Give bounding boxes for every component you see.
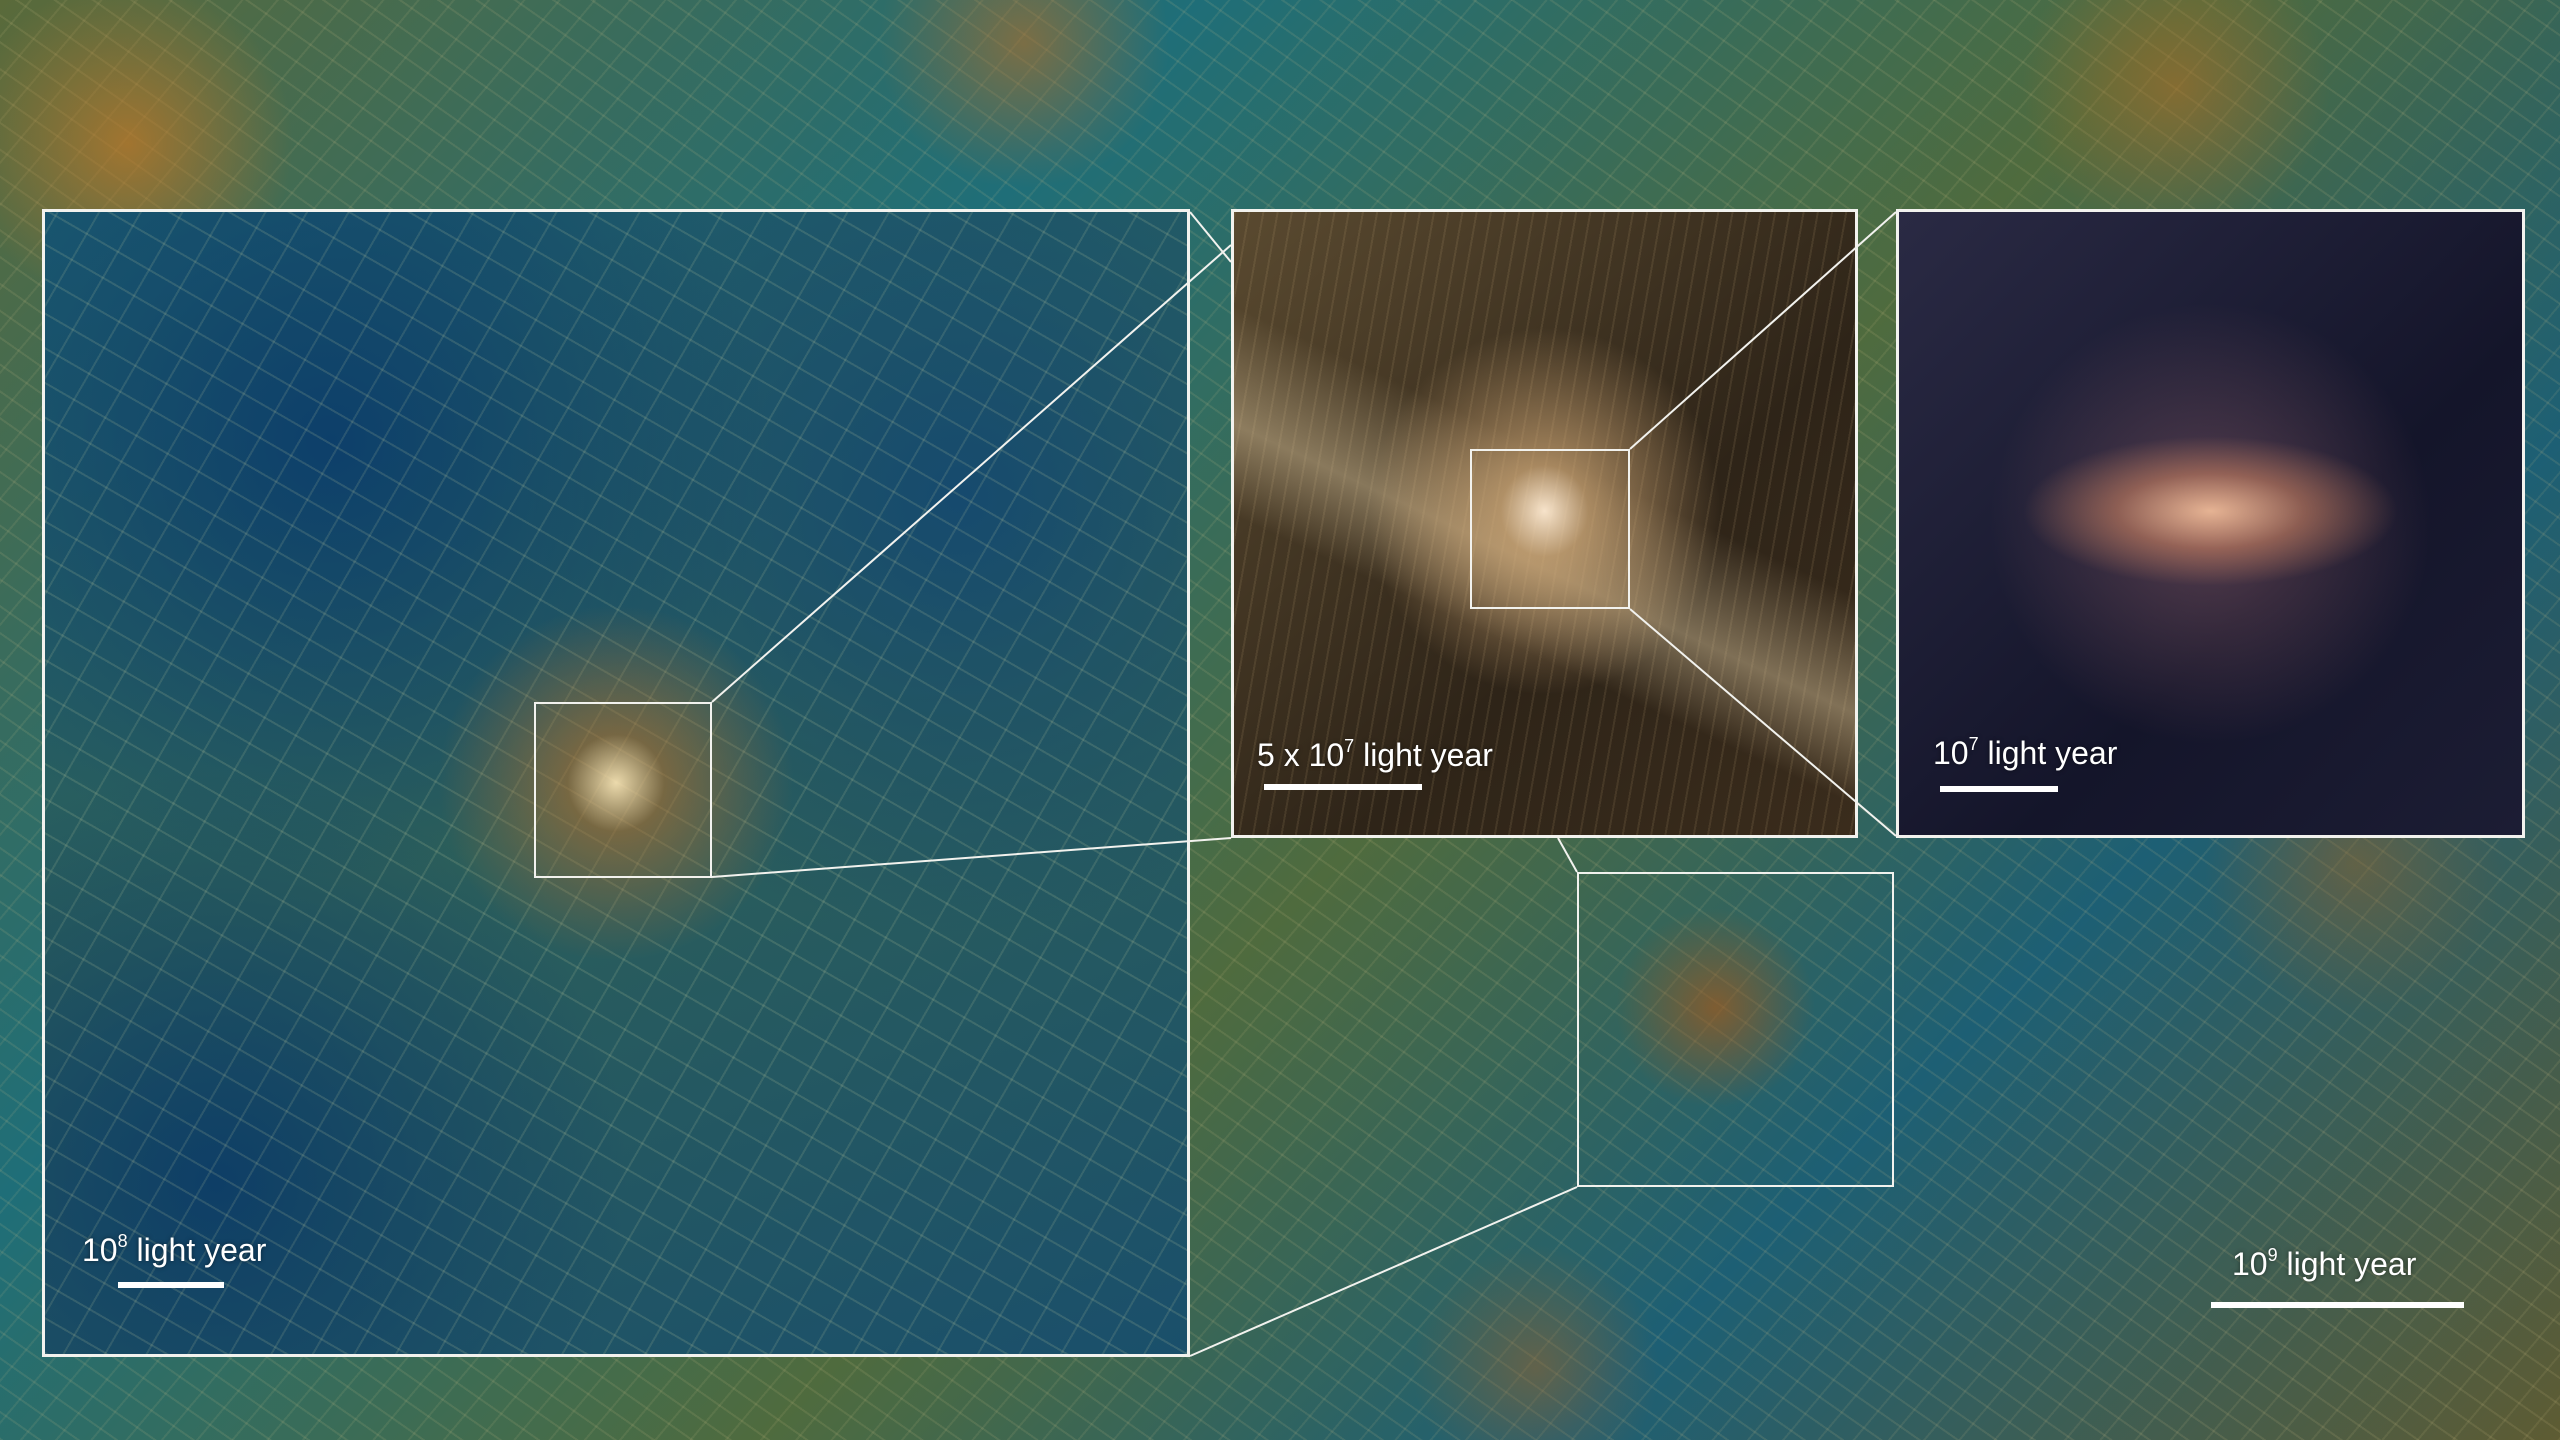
scale-bar [1940,786,2058,792]
zoom-panel-galaxy-cluster [1896,209,2525,838]
scale-bar [1264,784,1422,790]
scale-bar [2211,1302,2464,1308]
connector-line [1629,608,1897,837]
scale-label-panel-3: 107 light year [1933,734,2118,771]
zoom-panel-large-scale [42,209,1190,1357]
zoom-region-box-background [1577,872,1894,1187]
connector-line [1629,211,1897,450]
scale-label-panel-2: 5 x 107 light year [1257,736,1493,773]
connector-line [1189,1186,1578,1357]
scale-bar [118,1282,224,1288]
zoom-panel-halo-region [1231,209,1858,838]
scale-label-panel-1: 108 light year [82,1231,267,1268]
zoom-region-box [534,702,712,878]
connector-line [1557,837,1578,873]
connector-line [711,837,1232,878]
zoom-region-box [1470,449,1630,609]
connector-line [1189,211,1232,263]
connector-line [711,244,1232,703]
scale-label-background: 109 light year [2232,1245,2417,1282]
